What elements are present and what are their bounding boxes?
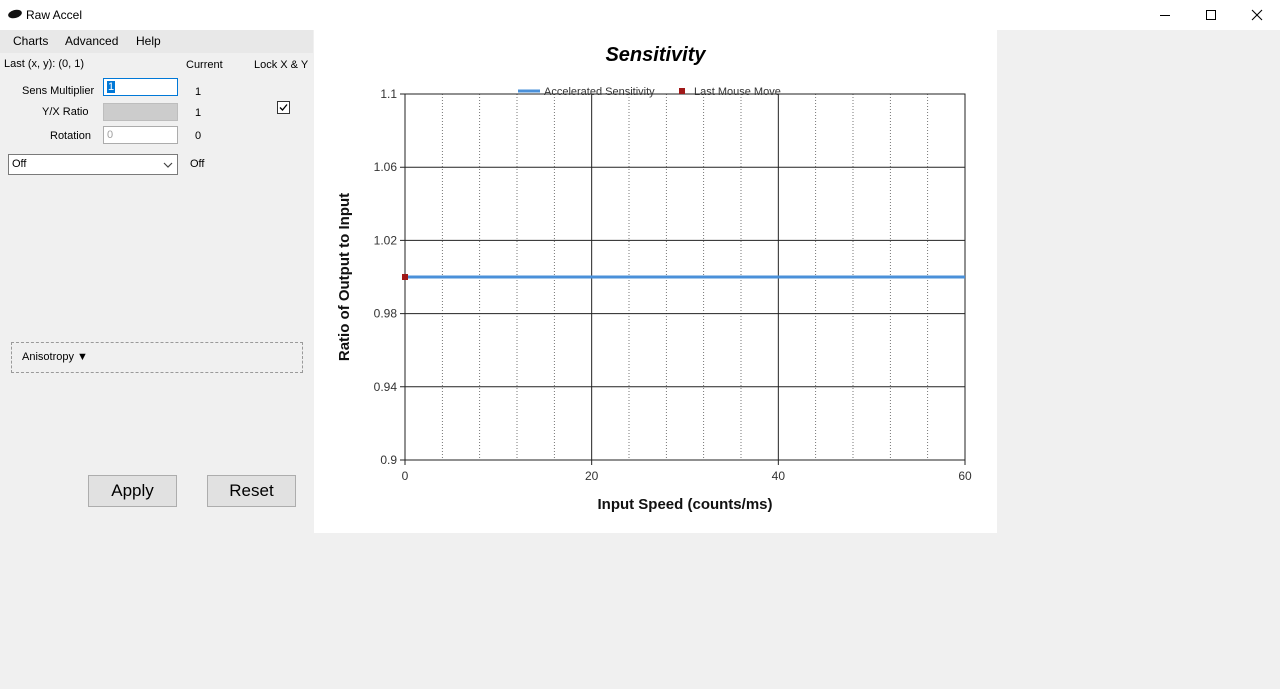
sens-multiplier-label: Sens Multiplier: [22, 85, 95, 97]
sensitivity-chart: Sensitivity Accelerated Sensitivity Last …: [314, 30, 997, 533]
close-icon[interactable]: [1234, 0, 1280, 30]
chart-legend: Accelerated Sensitivity Last Mouse Move: [518, 86, 781, 98]
x-tick-label: 40: [772, 469, 786, 483]
y-tick-label: 0.9: [380, 453, 397, 467]
menu-help[interactable]: Help: [136, 34, 161, 48]
yx-ratio-input[interactable]: [103, 103, 178, 121]
y-tick-label: 0.94: [374, 380, 398, 394]
x-tick-label: 60: [958, 469, 972, 483]
y-tick-label: 1.02: [374, 233, 398, 247]
y-tick-label: 1.06: [374, 160, 398, 174]
accel-mode-current: Off: [190, 158, 205, 170]
apply-button[interactable]: Apply: [88, 475, 177, 507]
rotation-input[interactable]: 0: [103, 126, 178, 144]
chart-canvas: Accelerated Sensitivity Last Mouse Move 0…: [336, 86, 972, 513]
menu-charts[interactable]: Charts: [13, 34, 49, 48]
sens-multiplier-input[interactable]: 1: [103, 78, 178, 96]
y-axis-title: Ratio of Output to Input: [336, 193, 353, 361]
legend-label: Accelerated Sensitivity: [544, 86, 655, 98]
rotation-label: Rotation: [50, 130, 91, 142]
y-tick-label: 0.98: [374, 307, 398, 321]
chevron-down-icon: [163, 162, 173, 168]
current-header: Current: [186, 59, 223, 71]
last-xy-label: Last (x, y): (0, 1): [4, 58, 85, 70]
x-tick-label: 20: [585, 469, 599, 483]
app-icon: [7, 8, 23, 20]
legend-label: Last Mouse Move: [694, 86, 781, 98]
last-mouse-move-point: [402, 274, 408, 280]
chart-ticks: 0 20 40 60 0.9 0.94 0.98 1.02 1.06 1.1: [374, 87, 972, 483]
x-axis-title: Input Speed (counts/ms): [597, 496, 772, 513]
menu-bar: Charts Advanced Help: [0, 30, 313, 53]
anisotropy-toggle[interactable]: Anisotropy ▼: [11, 342, 303, 373]
x-tick-label: 0: [402, 469, 409, 483]
lock-xy-checkbox[interactable]: [277, 101, 290, 114]
chart-grid: [400, 93, 966, 465]
title-bar: Raw Accel: [0, 0, 1280, 30]
sens-multiplier-value: 1: [107, 81, 116, 93]
reset-button[interactable]: Reset: [207, 475, 296, 507]
window-title: Raw Accel: [26, 8, 83, 22]
accel-mode-select[interactable]: Off: [8, 154, 178, 175]
yx-ratio-current: 1: [195, 107, 202, 119]
lock-header: Lock X & Y: [254, 59, 309, 71]
chart-title: Sensitivity: [605, 44, 706, 66]
y-tick-label: 1.1: [380, 87, 397, 101]
minimize-icon[interactable]: [1142, 0, 1188, 30]
yx-ratio-label: Y/X Ratio: [42, 106, 89, 118]
maximize-icon[interactable]: [1188, 0, 1234, 30]
anisotropy-label: Anisotropy ▼: [22, 351, 88, 363]
sens-multiplier-current: 1: [195, 86, 202, 98]
legend-swatch-point: [679, 88, 685, 94]
accel-mode-value: Off: [12, 158, 27, 170]
chart-series: [402, 274, 965, 280]
checkmark-icon: [279, 104, 288, 111]
rotation-current: 0: [195, 130, 202, 142]
menu-advanced[interactable]: Advanced: [65, 34, 119, 48]
